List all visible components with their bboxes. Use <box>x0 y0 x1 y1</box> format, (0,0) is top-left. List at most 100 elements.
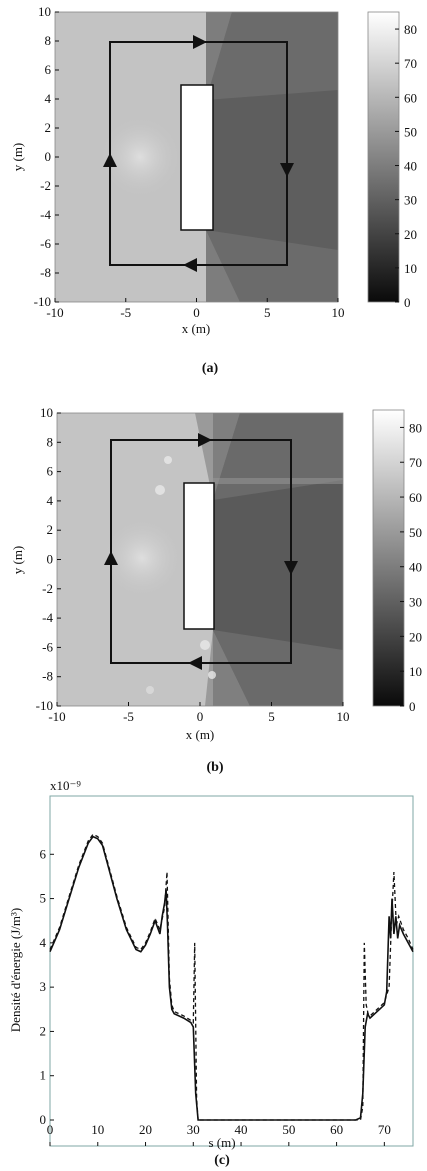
colorbar-tick-label: 30 <box>409 595 422 610</box>
panel-b-caption: (b) <box>206 760 223 775</box>
colorbar-tick-label: 50 <box>404 124 417 139</box>
heatmap-b-spot-4 <box>208 671 216 679</box>
colorbar-tick-label: 20 <box>409 629 422 644</box>
x-tick-label: -5 <box>123 709 134 724</box>
y-tick-label: -6 <box>42 639 53 654</box>
x-tick-label: -5 <box>120 305 131 320</box>
x-tick-label: -10 <box>46 305 63 320</box>
colorbar-a-ticks: 80 70 60 50 40 30 20 10 0 <box>395 22 417 310</box>
y-tick-label: 0 <box>45 149 52 164</box>
y-tick-label: 5 <box>40 891 47 906</box>
y-tick-label: 2 <box>40 1023 47 1038</box>
x-tick-label: 70 <box>378 1122 391 1137</box>
colorbar-tick-label: 40 <box>404 159 417 174</box>
colorbar-b-ticks: 80 70 60 50 40 30 20 10 0 <box>400 420 422 714</box>
y-tick-label: 6 <box>47 464 54 479</box>
y-tick-label: -10 <box>36 698 53 713</box>
x-tick-label: 5 <box>264 305 271 320</box>
heatmap-b-spot-1 <box>155 485 165 495</box>
line-chart-curves <box>49 833 414 1121</box>
heatmap-a-bright-upper <box>206 12 338 100</box>
heatmap-b-transition-bottom <box>205 630 250 706</box>
colorbar-tick-label: 50 <box>409 525 422 540</box>
line-chart-y-ticks: 6 5 4 3 2 1 0 <box>40 846 54 1127</box>
heatmap-a-x-ticks: -10 -5 0 5 10 <box>46 298 345 320</box>
colorbar-tick-label: 60 <box>404 90 417 105</box>
y-tick-label: 6 <box>40 846 47 861</box>
colorbar-tick-label: 20 <box>404 227 417 242</box>
x-tick-label: 10 <box>337 709 350 724</box>
heatmap-b-x-ticks: -10 -5 0 5 10 <box>48 702 350 724</box>
colorbar-tick-label: 30 <box>404 193 417 208</box>
y-tick-label: -6 <box>40 236 51 251</box>
heatmap-b-xlabel: x (m) <box>186 727 215 742</box>
x-tick-label: -10 <box>48 709 65 724</box>
x-tick-label: 60 <box>330 1122 343 1137</box>
heatmap-b-spot-2 <box>164 456 172 464</box>
colorbar-tick-label: 0 <box>409 699 416 714</box>
line-chart-multiplier: x10⁻⁹ <box>50 778 81 793</box>
x-tick-label: 5 <box>268 709 275 724</box>
heatmap-a-source-glow <box>100 117 180 197</box>
line-chart-ylabel: Densité d'énergie (J/m³) <box>8 908 23 1032</box>
line-chart-xlabel: s (m) <box>208 1135 235 1150</box>
colorbar-a <box>367 11 400 303</box>
colorbar-tick-label: 60 <box>409 490 422 505</box>
x-tick-label: 0 <box>197 709 204 724</box>
y-tick-label: 10 <box>40 405 53 420</box>
heatmap-b-source-glow <box>102 518 182 598</box>
y-tick-label: 6 <box>45 62 52 77</box>
y-tick-label: 0 <box>47 552 54 567</box>
heatmap-b-spot-3 <box>200 640 210 650</box>
heatmap-b-obstacle <box>183 482 215 630</box>
heatmap-a-y-ticks: 10 8 6 4 2 0 -2 -4 -6 -8 -10 <box>34 4 59 309</box>
y-tick-label: 3 <box>40 979 47 994</box>
heatmap-b-y-ticks: 10 8 6 4 2 0 -2 -4 -6 -8 -10 <box>36 405 61 713</box>
x-tick-label: 50 <box>282 1122 295 1137</box>
x-tick-label: 0 <box>193 305 200 320</box>
line-chart-frame <box>49 795 414 1147</box>
y-tick-label: 1 <box>40 1068 47 1083</box>
y-tick-label: -4 <box>40 207 51 222</box>
colorbar-tick-label: 10 <box>409 664 422 679</box>
y-tick-label: 4 <box>40 935 47 950</box>
panel-c-caption: (c) <box>214 1153 230 1168</box>
heatmap-b-bright-lower <box>213 630 343 706</box>
y-tick-label: 4 <box>47 493 54 508</box>
heatmap-a-xlabel: x (m) <box>182 321 211 336</box>
y-tick-label: -2 <box>40 178 51 193</box>
heatmap-b-ylabel: y (m) <box>10 546 25 575</box>
colorbar-tick-label: 70 <box>404 56 417 71</box>
y-tick-label: 2 <box>45 120 52 135</box>
y-tick-label: 8 <box>45 33 52 48</box>
heatmap-a-ylabel: y (m) <box>10 143 25 172</box>
x-tick-label: 20 <box>139 1122 152 1137</box>
colorbar-tick-label: 40 <box>409 560 422 575</box>
colorbar-tick-label: 80 <box>404 22 417 37</box>
y-tick-label: 2 <box>47 522 54 537</box>
panel-a-caption: (a) <box>202 361 219 376</box>
y-tick-label: -10 <box>34 294 51 309</box>
heatmap-b-spot-5 <box>146 686 154 694</box>
y-tick-label: 10 <box>38 4 51 19</box>
y-tick-label: -2 <box>42 581 53 596</box>
colorbar-b <box>372 409 405 707</box>
heatmap-b-streak <box>213 478 343 484</box>
x-tick-label: 10 <box>91 1122 104 1137</box>
y-tick-label: 8 <box>47 434 54 449</box>
x-tick-label: 40 <box>235 1122 248 1137</box>
y-tick-label: -8 <box>42 669 53 684</box>
x-tick-label: 0 <box>47 1122 54 1137</box>
y-tick-label: -4 <box>42 610 53 625</box>
series-line-solid <box>49 835 414 1121</box>
colorbar-tick-label: 70 <box>409 455 422 470</box>
x-tick-label: 30 <box>187 1122 200 1137</box>
line-chart-x-ticks: 0 10 20 30 40 50 60 70 <box>47 1122 391 1146</box>
heatmap-a <box>55 12 338 302</box>
heatmap-a-obstacle <box>180 84 214 231</box>
y-tick-label: 0 <box>40 1112 47 1127</box>
